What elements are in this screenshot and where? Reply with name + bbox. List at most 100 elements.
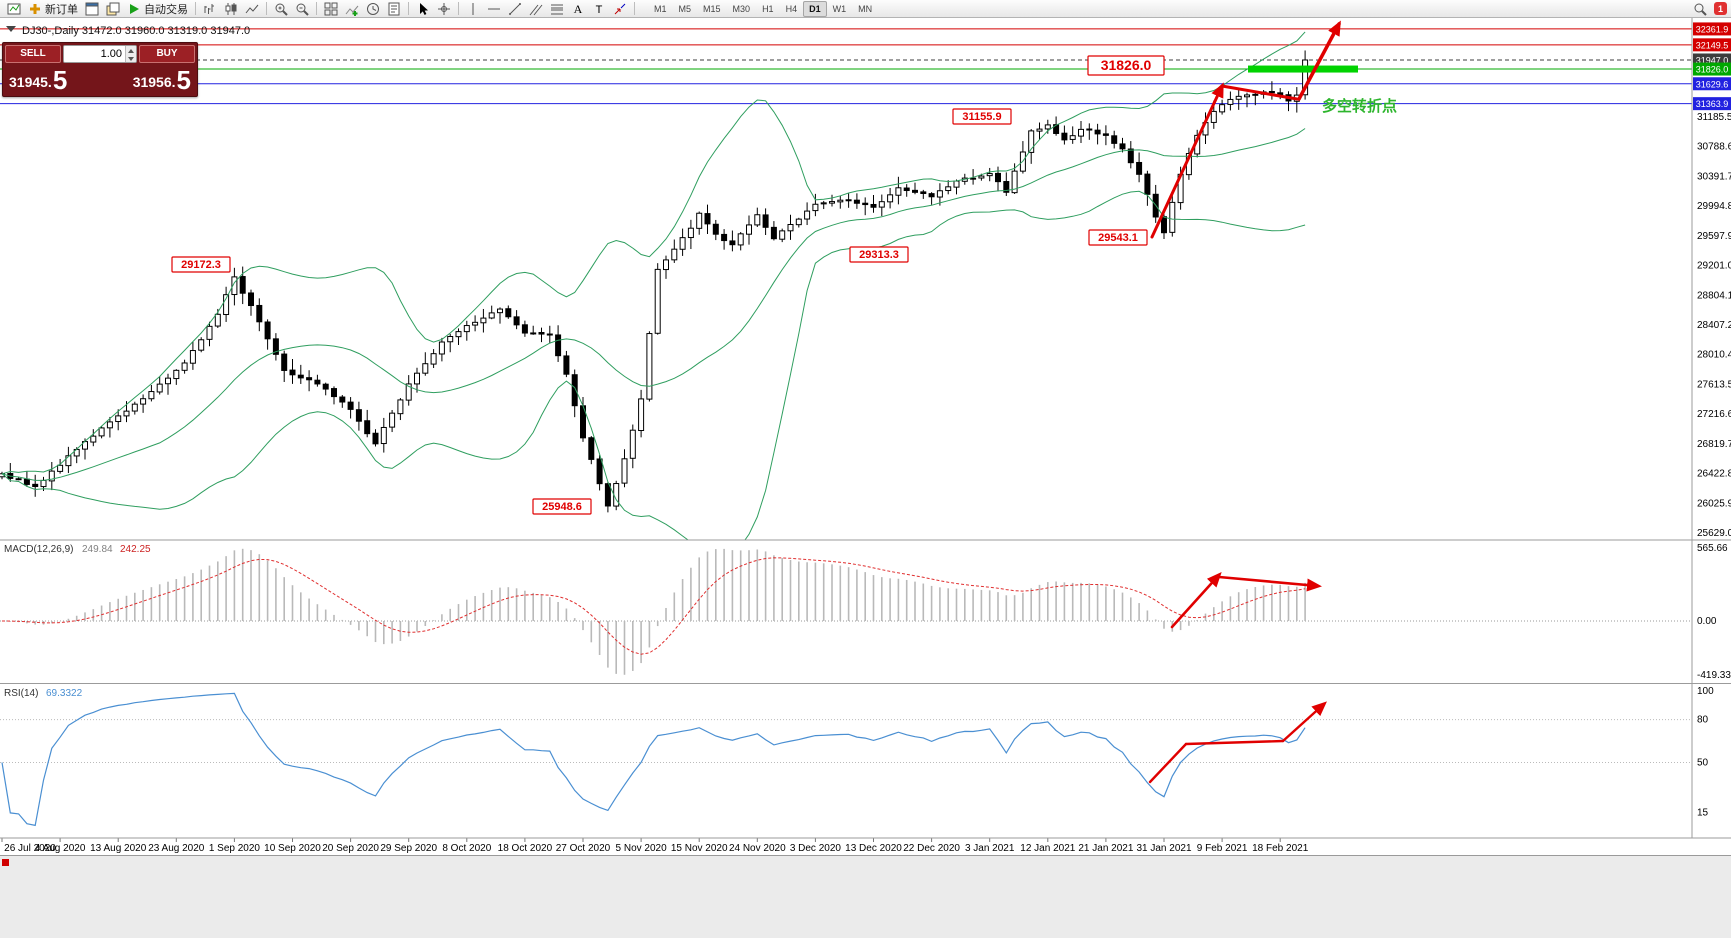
bar-chart-icon[interactable]	[200, 0, 220, 17]
search-icon[interactable]	[1690, 0, 1710, 17]
volume-up-button[interactable]	[126, 46, 136, 55]
auto-trading-button[interactable]: 自动交易	[124, 0, 191, 17]
svg-text:29 Sep 2020: 29 Sep 2020	[380, 843, 437, 854]
svg-text:13 Dec 2020: 13 Dec 2020	[845, 843, 902, 854]
volume-down-button[interactable]	[126, 55, 136, 62]
timeframe-m15[interactable]: M15	[703, 3, 721, 14]
zoom-in-icon[interactable]	[271, 0, 291, 17]
indicators-icon	[345, 2, 359, 16]
trade-panel-prices: 31945. 5 31956. 5	[5, 63, 195, 94]
crosshair-icon[interactable]	[434, 0, 454, 17]
channel-icon[interactable]	[526, 0, 546, 17]
timeframe-h4[interactable]: H4	[785, 3, 798, 14]
buy-button[interactable]: BUY	[139, 45, 195, 63]
new-chart-icon[interactable]	[4, 0, 24, 17]
label-icon[interactable]: T	[589, 0, 609, 17]
volume-spinner	[125, 46, 136, 62]
trend-arrow	[1148, 742, 1188, 784]
trend-arrow	[1297, 20, 1341, 101]
chart-area: 31185.5 30788.6 30391.7 29994.8 29597.9 29201…	[0, 18, 1731, 855]
arrows-icon	[613, 2, 627, 16]
svg-text:15 Nov 2020: 15 Nov 2020	[671, 843, 728, 854]
profiles-icon[interactable]	[103, 0, 123, 17]
new-order-button[interactable]: 新订单	[25, 0, 81, 17]
line-chart-icon[interactable]	[242, 0, 262, 17]
trade-panel-controls: SELL BUY	[5, 45, 195, 63]
toolbar-separator	[195, 2, 196, 15]
sell-price[interactable]: 31945. 5	[9, 67, 67, 93]
svg-text:100: 100	[1697, 686, 1714, 697]
svg-text:1 Sep 2020: 1 Sep 2020	[209, 843, 261, 854]
svg-text:29543.1: 29543.1	[1098, 232, 1138, 244]
toolbar-separator	[458, 2, 459, 15]
svg-text:30391.7: 30391.7	[1697, 171, 1731, 182]
highlight-zone	[1248, 65, 1358, 73]
new-chart-icon	[7, 2, 21, 16]
svg-text:9 Feb 2021: 9 Feb 2021	[1197, 843, 1248, 854]
timeframe-w1[interactable]: W1	[832, 3, 847, 14]
toolbar-separator	[266, 2, 267, 15]
svg-text:4 Aug 2020: 4 Aug 2020	[35, 843, 86, 854]
chart-window-icon	[85, 2, 99, 16]
trendline-icon[interactable]	[505, 0, 525, 17]
label-icon: T	[592, 2, 606, 16]
trend-arrow	[1220, 84, 1299, 101]
fibonacci-icon[interactable]	[547, 0, 567, 17]
svg-text:31185.5: 31185.5	[1697, 112, 1731, 123]
timeframe-m5[interactable]: M5	[678, 3, 692, 14]
bar-chart-icon	[203, 2, 217, 16]
toolbar-right: 1	[1690, 0, 1727, 17]
horizontal-line-icon[interactable]	[484, 0, 504, 17]
timeframe-d1[interactable]: D1	[803, 0, 827, 17]
bollinger-bands-layer	[1, 31, 1306, 540]
buy-price[interactable]: 31956. 5	[133, 67, 191, 93]
svg-text:22 Dec 2020: 22 Dec 2020	[903, 843, 960, 854]
volume-control	[63, 45, 137, 63]
macd-panel	[0, 548, 1692, 675]
svg-text:31629.6: 31629.6	[1696, 79, 1729, 89]
timeframe-m30[interactable]: M30	[732, 3, 751, 14]
svg-text:15: 15	[1697, 808, 1709, 819]
price-axis: 31185.5 30788.6 30391.7 29994.8 29597.9 29201…	[1693, 22, 1731, 539]
macd-signal-value: 242.25	[120, 544, 151, 555]
volume-input[interactable]	[64, 46, 125, 62]
new-order-icon	[28, 2, 42, 16]
text-icon[interactable]: A	[568, 0, 588, 17]
svg-text:18 Feb 2021: 18 Feb 2021	[1252, 843, 1309, 854]
timeframe-h1[interactable]: H1	[762, 3, 774, 14]
svg-text:31826.0: 31826.0	[1696, 65, 1729, 75]
fibonacci-icon	[550, 2, 564, 16]
chart-canvas[interactable]: 31185.5 30788.6 30391.7 29994.8 29597.9 29201…	[0, 18, 1731, 855]
one-click-trading-panel: SELL BUY 31945. 5 31956. 5	[2, 42, 198, 97]
rsi-value: 69.3322	[46, 688, 83, 699]
rsi-panel	[0, 692, 1692, 827]
vertical-line-icon[interactable]	[463, 0, 483, 17]
templates-icon[interactable]	[384, 0, 404, 17]
zoom-out-icon[interactable]	[292, 0, 312, 17]
tile-windows-icon[interactable]	[321, 0, 341, 17]
svg-text:27 Oct 2020: 27 Oct 2020	[556, 843, 611, 854]
arrows-icon[interactable]	[610, 0, 630, 17]
periods-icon[interactable]	[363, 0, 383, 17]
sell-button[interactable]: SELL	[5, 45, 61, 63]
timeframe-mn[interactable]: MN	[858, 3, 873, 14]
timeframe-m1[interactable]: M1	[654, 3, 667, 14]
chart-window-icon[interactable]	[82, 0, 102, 17]
candlestick-icon[interactable]	[221, 0, 241, 17]
svg-text:A: A	[574, 2, 583, 16]
svg-text:80: 80	[1697, 715, 1709, 726]
indicators-icon[interactable]	[342, 0, 362, 17]
svg-text:0.00: 0.00	[1697, 616, 1717, 627]
macd-value: 249.84	[82, 544, 113, 555]
trend-arrow	[1150, 82, 1224, 239]
svg-text:29597.9: 29597.9	[1697, 231, 1731, 242]
cursor-icon[interactable]	[413, 0, 433, 17]
chart-title: DJ30-,Daily 31472.0 31960.0 31319.0 3194…	[22, 25, 250, 37]
svg-text:28804.1: 28804.1	[1697, 290, 1731, 301]
notifications-badge[interactable]: 1	[1714, 2, 1727, 15]
crosshair-icon	[437, 2, 451, 16]
cursor-icon	[416, 2, 430, 16]
trend-arrow	[1217, 575, 1322, 592]
